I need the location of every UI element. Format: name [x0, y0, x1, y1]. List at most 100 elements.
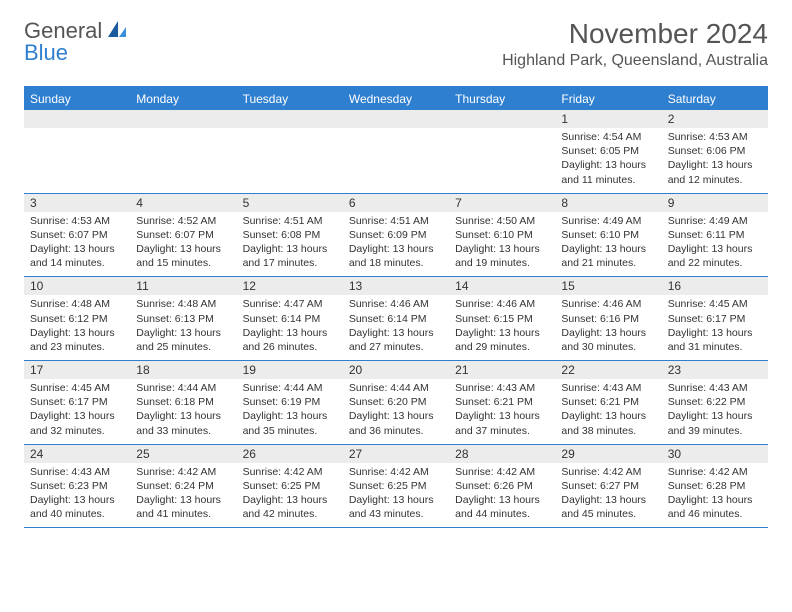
sunrise-text: Sunrise: 4:49 AM	[561, 214, 655, 228]
logo-sail-icon	[106, 19, 128, 44]
day-cell: Sunrise: 4:47 AMSunset: 6:14 PMDaylight:…	[237, 295, 343, 360]
sunset-text: Sunset: 6:23 PM	[30, 479, 124, 493]
day-number: 30	[662, 445, 768, 463]
sunset-text: Sunset: 6:27 PM	[561, 479, 655, 493]
day-number: 17	[24, 361, 130, 379]
day-cell: Sunrise: 4:53 AMSunset: 6:07 PMDaylight:…	[24, 212, 130, 277]
day-cell: Sunrise: 4:46 AMSunset: 6:14 PMDaylight:…	[343, 295, 449, 360]
daylight-text: Daylight: 13 hours and 14 minutes.	[30, 242, 124, 270]
day-number: 12	[237, 277, 343, 295]
day-number	[343, 110, 449, 128]
day-cell: Sunrise: 4:49 AMSunset: 6:10 PMDaylight:…	[555, 212, 661, 277]
daylight-text: Daylight: 13 hours and 39 minutes.	[668, 409, 762, 437]
day-number: 21	[449, 361, 555, 379]
day-cell: Sunrise: 4:42 AMSunset: 6:26 PMDaylight:…	[449, 463, 555, 528]
sunset-text: Sunset: 6:14 PM	[349, 312, 443, 326]
sunrise-text: Sunrise: 4:43 AM	[30, 465, 124, 479]
day-header-fri: Friday	[555, 88, 661, 110]
sunset-text: Sunset: 6:13 PM	[136, 312, 230, 326]
day-number: 11	[130, 277, 236, 295]
day-number: 4	[130, 194, 236, 212]
day-cell: Sunrise: 4:48 AMSunset: 6:12 PMDaylight:…	[24, 295, 130, 360]
day-cell: Sunrise: 4:48 AMSunset: 6:13 PMDaylight:…	[130, 295, 236, 360]
day-cell	[24, 128, 130, 193]
sunrise-text: Sunrise: 4:45 AM	[668, 297, 762, 311]
daylight-text: Daylight: 13 hours and 38 minutes.	[561, 409, 655, 437]
logo-text-blue: Blue	[24, 40, 68, 66]
day-number: 27	[343, 445, 449, 463]
day-cell: Sunrise: 4:43 AMSunset: 6:23 PMDaylight:…	[24, 463, 130, 528]
day-number: 6	[343, 194, 449, 212]
sunset-text: Sunset: 6:21 PM	[455, 395, 549, 409]
sunset-text: Sunset: 6:26 PM	[455, 479, 549, 493]
content-row: Sunrise: 4:48 AMSunset: 6:12 PMDaylight:…	[24, 295, 768, 360]
day-number	[130, 110, 236, 128]
day-cell: Sunrise: 4:51 AMSunset: 6:09 PMDaylight:…	[343, 212, 449, 277]
day-number: 22	[555, 361, 661, 379]
sunset-text: Sunset: 6:28 PM	[668, 479, 762, 493]
daylight-text: Daylight: 13 hours and 11 minutes.	[561, 158, 655, 186]
day-number: 7	[449, 194, 555, 212]
sunrise-text: Sunrise: 4:42 AM	[243, 465, 337, 479]
content-row: Sunrise: 4:43 AMSunset: 6:23 PM Daylight:…	[24, 463, 768, 528]
daylight-text: Daylight: 13 hours and 31 minutes.	[668, 326, 762, 354]
sunrise-text: Sunrise: 4:44 AM	[243, 381, 337, 395]
weeks-container: 12Sunrise: 4:54 AMSunset: 6:05 PMDayligh…	[24, 110, 768, 528]
sunrise-text: Sunrise: 4:48 AM	[30, 297, 124, 311]
daylight-text: Daylight: 13 hours and 44 minutes.	[455, 493, 549, 521]
content-row: Sunrise: 4:53 AM Sunset: 6:07 PM Daylight:…	[24, 212, 768, 277]
sunset-text: Sunset: 6:22 PM	[668, 395, 762, 409]
daylight-text: Daylight: 13 hours and 29 minutes.	[455, 326, 549, 354]
day-header-sun: Sunday	[24, 88, 130, 110]
daynum-row: 12	[24, 110, 768, 128]
daylight-text: Daylight: 13 hours and 30 minutes.	[561, 326, 655, 354]
sunrise-text: Sunrise: 4:44 AM	[136, 381, 230, 395]
daylight-text: Daylight: 13 hours and 46 minutes.	[668, 493, 762, 521]
day-cell: Sunrise: 4:44 AMSunset: 6:18 PMDaylight:…	[130, 379, 236, 444]
day-cell: Sunrise: 4:49 AMSunset: 6:11 PMDaylight:…	[662, 212, 768, 277]
sunrise-text: Sunrise: 4:51 AM	[349, 214, 443, 228]
daynum-row: 3456789	[24, 194, 768, 212]
day-header-wed: Wednesday	[343, 88, 449, 110]
sunset-text: Sunset: 6:17 PM	[30, 395, 124, 409]
day-cell: Sunrise: 4:46 AMSunset: 6:16 PMDaylight:…	[555, 295, 661, 360]
day-number: 16	[662, 277, 768, 295]
content-row: Sunrise: 4:45 AMSunset: 6:17 PM Daylight:…	[24, 379, 768, 444]
week-row: 17181920212223Sunrise: 4:45 AMSunset: 6:…	[24, 361, 768, 445]
sunset-text: Sunset: 6:19 PM	[243, 395, 337, 409]
sunset-text: Sunset: 6:21 PM	[561, 395, 655, 409]
day-cell: Sunrise: 4:45 AMSunset: 6:17 PMDaylight:…	[662, 295, 768, 360]
daylight-text: Daylight: 13 hours and 43 minutes.	[349, 493, 443, 521]
daylight-text: Daylight: 13 hours and 12 minutes.	[668, 158, 762, 186]
daylight-text: Daylight: 13 hours and 26 minutes.	[243, 326, 337, 354]
daylight-text: Daylight: 13 hours and 45 minutes.	[561, 493, 655, 521]
sunrise-text: Sunrise: 4:53 AM	[30, 214, 124, 228]
sunrise-text: Sunrise: 4:54 AM	[561, 130, 655, 144]
sunset-text: Sunset: 6:10 PM	[455, 228, 549, 242]
daylight-text: Daylight: 13 hours and 19 minutes.	[455, 242, 549, 270]
daylight-text: Daylight: 13 hours and 21 minutes.	[561, 242, 655, 270]
day-number: 20	[343, 361, 449, 379]
week-row: 3456789 Sunrise: 4:53 AM Sunset: 6:07 PM Da…	[24, 194, 768, 278]
sunrise-text: Sunrise: 4:47 AM	[243, 297, 337, 311]
daylight-text: Daylight: 13 hours and 41 minutes.	[136, 493, 230, 521]
daynum-row: 24252627282930	[24, 445, 768, 463]
title-block: November 2024 Highland Park, Queensland,…	[502, 18, 768, 70]
day-number: 24	[24, 445, 130, 463]
daylight-text: Daylight: 13 hours and 35 minutes.	[243, 409, 337, 437]
day-number: 26	[237, 445, 343, 463]
daylight-text: Daylight: 13 hours and 42 minutes.	[243, 493, 337, 521]
daylight-text: Daylight: 13 hours and 23 minutes.	[30, 326, 124, 354]
day-number: 18	[130, 361, 236, 379]
sunset-text: Sunset: 6:07 PM	[136, 228, 230, 242]
day-number: 13	[343, 277, 449, 295]
sunrise-text: Sunrise: 4:42 AM	[349, 465, 443, 479]
sunset-text: Sunset: 6:12 PM	[30, 312, 124, 326]
sunrise-text: Sunrise: 4:45 AM	[30, 381, 124, 395]
sunset-text: Sunset: 6:09 PM	[349, 228, 443, 242]
sunrise-text: Sunrise: 4:51 AM	[243, 214, 337, 228]
day-number: 15	[555, 277, 661, 295]
day-number: 14	[449, 277, 555, 295]
day-number	[237, 110, 343, 128]
day-number	[449, 110, 555, 128]
